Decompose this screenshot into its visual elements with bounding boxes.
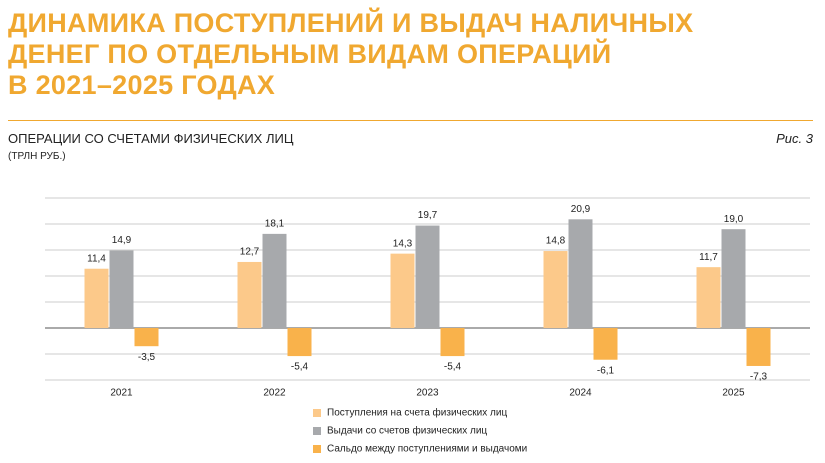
bar [237,261,262,328]
bar [568,219,593,328]
value-label: -5,4 [444,362,462,373]
value-label: 19,7 [418,210,438,221]
value-label: -3,5 [138,352,156,363]
value-label: 14,9 [112,235,132,246]
bar [721,229,746,328]
value-label: -7,3 [750,372,768,383]
legend-swatch [313,427,321,435]
legend-label: Выдачи со счетов физических лиц [327,425,487,437]
bar [134,328,159,347]
x-tick-label: 2025 [722,388,745,399]
value-label: 12,7 [240,247,260,258]
bar [746,328,771,366]
unit: (ТРЛН РУБ.) [8,151,66,162]
bar [109,250,134,328]
value-label: 14,3 [393,238,413,249]
bar [593,328,618,360]
value-label: -5,4 [291,362,309,373]
value-label: 18,1 [265,219,285,230]
bar [390,253,415,328]
value-label: -6,1 [597,365,615,376]
bar [262,233,287,328]
value-label: 14,8 [546,236,566,247]
legend-label: Поступления на счета физических лиц [327,407,507,419]
value-label: 11,7 [699,252,718,263]
value-label: 11,4 [87,253,106,264]
figure-label: Рис. 3 [776,131,813,146]
bar [440,328,465,357]
title-line: В 2021–2025 ГОДАХ [8,70,276,100]
bar [287,328,312,357]
x-tick-label: 2021 [110,388,133,399]
subtitle: ОПЕРАЦИИ СО СЧЕТАМИ ФИЗИЧЕСКИХ ЛИЦ [8,131,294,146]
value-label: 20,9 [571,204,591,215]
x-tick-label: 2023 [416,388,439,399]
bar [415,225,440,328]
title: ДИНАМИКА ПОСТУПЛЕНИЙ И ВЫДАЧ НАЛИЧНЫХ ДЕ… [8,8,693,101]
x-tick-label: 2022 [263,388,286,399]
title-rule [8,120,813,121]
bar [543,251,568,328]
bar [696,267,721,328]
title-line: ДЕНЕГ ПО ОТДЕЛЬНЫМ ВИДАМ ОПЕРАЦИЙ [8,39,612,69]
legend-swatch [313,445,321,453]
x-tick-label: 2024 [569,388,592,399]
legend-label: Сальдо между поступлениями и выдачоми [327,444,527,455]
title-line: ДИНАМИКА ПОСТУПЛЕНИЙ И ВЫДАЧ НАЛИЧНЫХ [8,8,694,38]
bar [84,268,109,328]
legend-swatch [313,409,321,417]
value-label: 19,0 [724,214,744,225]
